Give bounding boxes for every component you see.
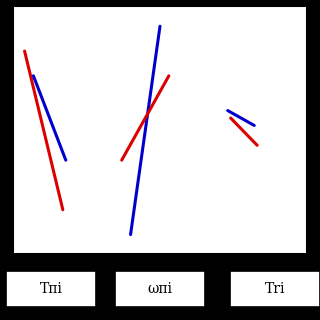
FancyBboxPatch shape [230,271,320,307]
Text: Tπi: Tπi [40,282,63,296]
Text: ωπi: ωπi [148,282,172,296]
FancyBboxPatch shape [115,271,205,307]
Text: Tri: Tri [265,282,285,296]
FancyBboxPatch shape [6,271,96,307]
